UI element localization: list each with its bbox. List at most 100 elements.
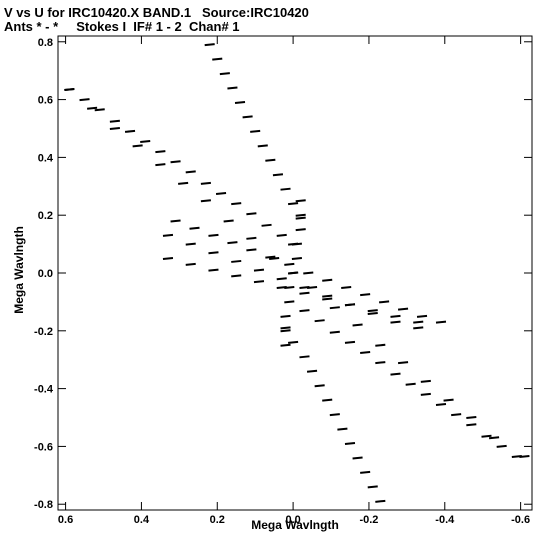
uv-point [314, 384, 325, 388]
uv-point [299, 355, 310, 359]
uv-point [79, 98, 90, 102]
uv-point [288, 202, 299, 206]
x-tick-label: 0.2 [210, 514, 225, 526]
x-tick-label: -0.4 [435, 514, 455, 526]
uv-point [246, 248, 257, 252]
uv-point [280, 326, 291, 330]
uv-point [375, 499, 386, 503]
uv-point [420, 379, 431, 383]
uv-point [413, 320, 424, 324]
uv-point [185, 242, 196, 246]
x-tick-label: -0.6 [511, 514, 530, 526]
y-tick-label: -0.6 [34, 441, 53, 453]
uv-point [109, 119, 120, 123]
uv-point [124, 129, 136, 133]
uv-point [234, 100, 246, 104]
uv-point [303, 271, 314, 275]
uv-point [162, 257, 174, 261]
uv-point [64, 87, 75, 91]
uv-point [329, 330, 340, 334]
y-tick-label: 0.6 [38, 95, 53, 107]
y-tick-label: 0.2 [38, 210, 53, 222]
uv-point [276, 277, 287, 281]
y-tick-label: 0.8 [38, 37, 53, 49]
uv-point [397, 361, 409, 365]
uv-point [322, 297, 333, 301]
uv-point [390, 320, 401, 324]
uv-point [280, 329, 291, 333]
uv-point [288, 340, 299, 344]
uv-point [284, 300, 295, 304]
uv-point [280, 343, 291, 347]
uv-point [265, 255, 276, 259]
uv-point [200, 199, 211, 203]
uv-point [375, 361, 386, 365]
uv-point [208, 268, 219, 272]
uv-point [299, 309, 310, 313]
uv-point [257, 144, 268, 148]
uv-point [329, 413, 340, 417]
uv-point [375, 343, 386, 347]
uv-point [443, 398, 454, 402]
uv-point [390, 314, 401, 318]
uv-point [519, 455, 530, 459]
uv-point [162, 233, 174, 237]
uv-point [329, 306, 340, 310]
uv-point [291, 257, 302, 261]
uv-point [435, 320, 447, 324]
uv-point [155, 163, 166, 167]
uv-point [360, 470, 371, 474]
uv-point [265, 158, 276, 162]
uv-point [185, 262, 196, 266]
uv-point [435, 403, 447, 407]
uv-point [291, 242, 302, 246]
uv-point [242, 115, 253, 119]
axis-ticks: 0.6 0.4 0.2 0.0 -0.2 -0.4 -0.6 0.8 0.6 0.4 0.2 0.0 -… [34, 36, 532, 526]
uv-point [390, 372, 401, 376]
uv-point [253, 268, 265, 272]
chart-subtitle: Ants * - * Stokes I IF# 1 - 2 Chan# 1 [4, 19, 240, 34]
uv-point [219, 72, 230, 76]
uv-point [360, 350, 371, 354]
uv-point [341, 285, 352, 289]
y-axis-title: Mega Wavlngth [12, 226, 26, 314]
uv-point [295, 199, 306, 203]
uv-point [367, 311, 378, 315]
uv-point [170, 160, 181, 164]
uv-point [170, 219, 181, 223]
x-axis-title: Mega Wavlngth [251, 518, 339, 532]
data-points [64, 43, 530, 503]
uv-point [295, 213, 306, 217]
uv-point [276, 233, 287, 237]
uv-point [208, 233, 219, 237]
uv-point [314, 319, 325, 323]
y-tick-label: -0.4 [34, 384, 54, 396]
x-tick-label: 0.0 [285, 514, 300, 526]
uv-point [337, 427, 348, 431]
uv-point [246, 212, 257, 216]
uv-point [322, 278, 333, 282]
uv-point [284, 285, 295, 289]
uv-point [420, 392, 431, 396]
uv-point [344, 442, 356, 446]
uv-point [189, 226, 200, 230]
uv-point [306, 369, 318, 373]
uv-point [246, 236, 257, 240]
uv-point [360, 293, 371, 297]
uv-point [200, 181, 211, 185]
uv-point [466, 416, 477, 420]
x-tick-label: 0.4 [134, 514, 150, 526]
uv-point [295, 216, 306, 220]
uv-point [295, 228, 306, 232]
uv-point [352, 323, 363, 327]
uv-point [223, 219, 234, 223]
uv-point [155, 150, 166, 154]
uv-point [280, 187, 291, 191]
chart-title: V vs U for IRC10420.X BAND.1 Source:IRC1… [4, 5, 309, 20]
uv-point [204, 43, 215, 47]
uv-point [352, 456, 363, 460]
uv-point [416, 314, 428, 318]
uv-point [379, 300, 390, 304]
uv-point [322, 398, 333, 402]
